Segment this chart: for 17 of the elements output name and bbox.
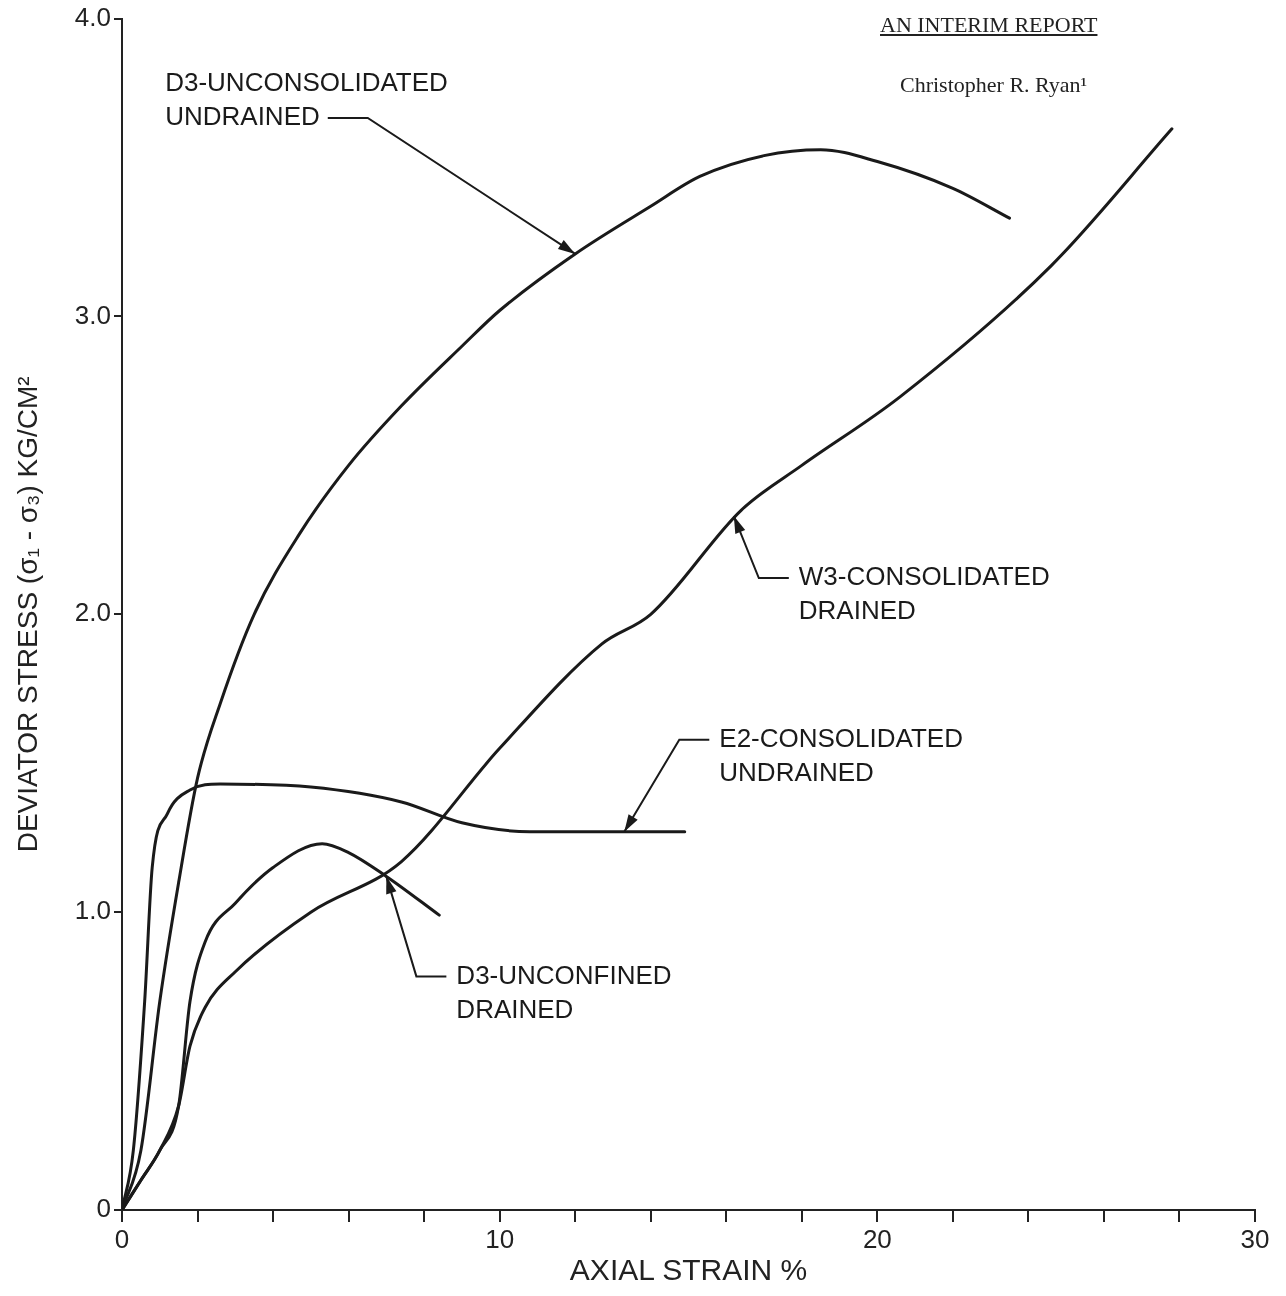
x-tick-label: 30 — [1240, 1223, 1270, 1254]
annotation: W3-CONSOLIDATED DRAINED — [798, 561, 1050, 626]
annotation: AN INTERIM REPORT — [880, 12, 1098, 38]
annotation: E2-CONSOLIDATED UNDRAINED — [719, 722, 963, 787]
y-axis-title: DEVIATOR STRESS (σ₁ - σ₃) KG/CM² — [11, 376, 43, 853]
annotation: D3-UNCONFINED DRAINED — [456, 959, 672, 1024]
y-tick-label: 2.0 — [74, 597, 111, 628]
x-tick-label: 0 — [114, 1223, 130, 1254]
annotation: D3-UNCONSOLIDATED UNDRAINED — [165, 67, 448, 132]
y-tick-label: 0 — [96, 1193, 111, 1224]
x-tick-label: 20 — [862, 1223, 892, 1254]
annotation: Christopher R. Ryan¹ — [900, 72, 1088, 98]
y-tick-label: 3.0 — [74, 299, 111, 330]
x-tick-label: 10 — [485, 1223, 515, 1254]
x-axis-title: AXIAL STRAIN % — [569, 1253, 808, 1287]
y-tick-label: 1.0 — [74, 895, 111, 926]
y-tick-label: 4.0 — [74, 1, 111, 32]
